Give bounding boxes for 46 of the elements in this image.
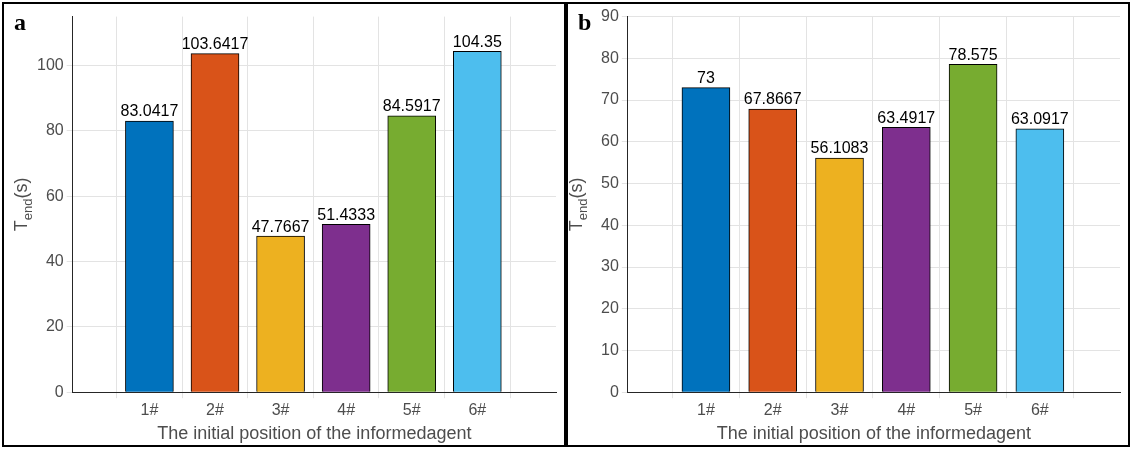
x-tick-label: 1# bbox=[697, 401, 715, 419]
y-tick-label: 30 bbox=[601, 257, 619, 275]
data-label: 56.1083 bbox=[810, 139, 869, 157]
data-label: 104.35 bbox=[452, 32, 502, 50]
y-tick-label: 60 bbox=[601, 132, 619, 150]
data-label: 51.4333 bbox=[317, 205, 376, 223]
y-tick-label: 50 bbox=[601, 173, 619, 191]
y-tick-label: 40 bbox=[601, 215, 619, 233]
y-tick-label: 60 bbox=[45, 186, 64, 204]
x-tick-label: 3# bbox=[830, 401, 849, 419]
y-tick-label: 20 bbox=[601, 299, 619, 317]
data-label: 63.4917 bbox=[877, 108, 936, 126]
x-tick-label: 5# bbox=[402, 401, 421, 419]
y-tick-label: 0 bbox=[609, 382, 619, 400]
x-tick-label: 2# bbox=[763, 401, 782, 419]
y-tick-label: 90 bbox=[601, 7, 619, 25]
data-label: 83.0417 bbox=[120, 102, 179, 120]
chart-title: a bbox=[14, 9, 26, 36]
y-tick-label: 20 bbox=[45, 317, 64, 335]
chart-title: b bbox=[578, 9, 592, 36]
data-label: 103.6417 bbox=[181, 35, 249, 53]
data-label: 63.0917 bbox=[1010, 110, 1069, 128]
y-tick-label: 80 bbox=[45, 121, 64, 139]
x-tick-label: 1# bbox=[140, 401, 159, 419]
y-axis-title: Tend(s) bbox=[565, 177, 590, 232]
y-tick-label: 40 bbox=[45, 251, 64, 269]
data-label: 67.8667 bbox=[743, 90, 802, 108]
x-tick-label: 6# bbox=[1030, 401, 1049, 419]
x-tick-label: 2# bbox=[206, 401, 224, 419]
x-tick-label: 6# bbox=[468, 401, 487, 419]
x-tick-label: 4# bbox=[337, 401, 356, 419]
y-tick-label: 100 bbox=[36, 56, 64, 73]
x-axis-title: The initial position of the informedagent bbox=[157, 423, 472, 444]
x-tick-label: 4# bbox=[897, 401, 916, 419]
y-tick-label: 80 bbox=[601, 48, 619, 66]
x-axis-title: The initial position of the informedagent bbox=[716, 423, 1031, 444]
data-label: 47.7667 bbox=[251, 217, 310, 235]
data-label: 84.5917 bbox=[382, 97, 441, 115]
y-tick-label: 0 bbox=[54, 382, 64, 400]
y-tick-label: 70 bbox=[601, 90, 619, 108]
y-tick-label: 10 bbox=[601, 340, 619, 358]
data-label: 73 bbox=[697, 68, 715, 86]
data-label: 78.575 bbox=[948, 45, 998, 63]
x-tick-label: 5# bbox=[964, 401, 983, 419]
y-axis-title: Tend(s) bbox=[10, 177, 35, 232]
x-tick-label: 3# bbox=[271, 401, 290, 419]
